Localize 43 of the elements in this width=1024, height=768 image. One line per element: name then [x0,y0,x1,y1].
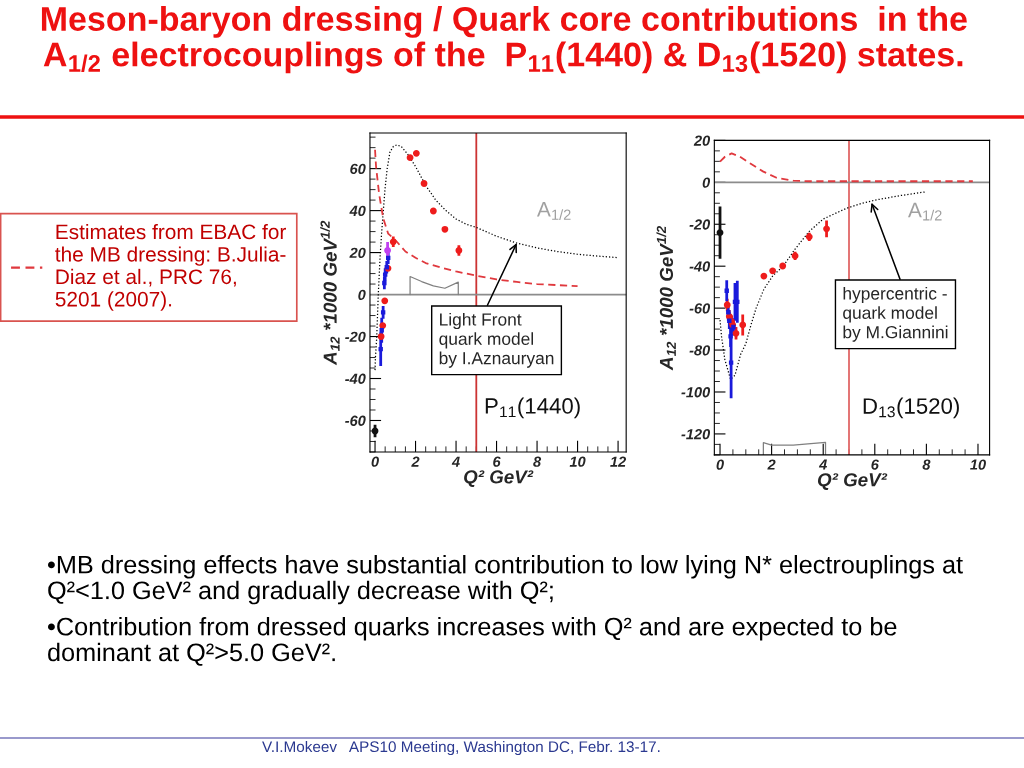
y-tick-label: -40 [345,373,366,384]
x-tick-label: 4 [451,456,460,467]
annotation: Light Front quark model by I.Aznauryan [439,312,554,368]
y-tick-label: 0 [358,289,366,300]
x-tick-label: 0 [716,459,724,470]
x-tick-label: 2 [767,459,776,470]
x-axis-title: Q² GeV² [817,473,888,490]
x-tick-label: 8 [922,459,931,470]
text: •MB dressing effects have substantial contribution to low lying N* electrouplings at Q²<1.0 GeV² and gradually decrease with Q²; [48,555,963,605]
x-tick-label: 8 [533,456,542,467]
text: V.I.Mokeev APS10 Meeting, Washington DC, Febr. 13-17. [262,740,660,756]
y-axis-title: A$_{12}$ *1000 GeV$^{1/2}$ [320,220,340,366]
x-tick-label: 0 [371,456,379,467]
y-tick-label: 20 [349,247,366,258]
x-tick-label: 10 [970,459,986,470]
chart-title: Meson-baryon dressing / Quark core contributions in the A$_{1/2}$ electrocouplings of the P$_{11}$(1440) & D$_{13}$(1520) states. [41,6,967,74]
x-tick-label: 6 [493,456,501,467]
y-tick-label: -60 [689,303,711,314]
y-tick-label: -40 [689,261,711,272]
y-tick-label: 60 [350,163,366,175]
legend-label: Estimates from EBAC for the MB dressing: B.Julia- Diaz et al., PRC 76, 5201 (2007). [55,223,286,311]
y-tick-label: -100 [681,387,711,398]
x-tick-label: 12 [610,456,627,467]
y-axis-title: A$_{12}$ *1000 GeV$^{1/2}$ [656,225,676,371]
x-tick-label: 2 [411,456,420,467]
annotation: P$_{11}$(1440) [485,397,580,419]
y-tick-label: -120 [681,429,711,440]
y-tick-label: 40 [349,205,366,217]
x-tick-label: 10 [569,456,586,467]
annotation: hypercentric - quark model by M.Giannini [843,286,948,342]
text: •Contribution from dressed quarks increases with Q² and are expected to be dominant at Q²>5.0 GeV². [48,617,897,666]
y-tick-label: -60 [345,415,366,426]
x-tick-label: 4 [818,459,828,470]
annotation: A$_{1/2}$ [908,202,942,221]
y-tick-label: 0 [702,177,711,188]
annotation: A$_{1/2}$ [536,202,571,220]
annotation: D$_{13}$(1520) [863,397,959,419]
x-axis-title: Q² GeV² [464,470,534,487]
y-tick-label: -20 [345,331,366,342]
y-tick-label: -80 [689,345,711,356]
x-tick-label: 6 [871,459,879,470]
y-tick-label: 20 [693,135,711,146]
y-tick-label: -20 [689,219,711,230]
